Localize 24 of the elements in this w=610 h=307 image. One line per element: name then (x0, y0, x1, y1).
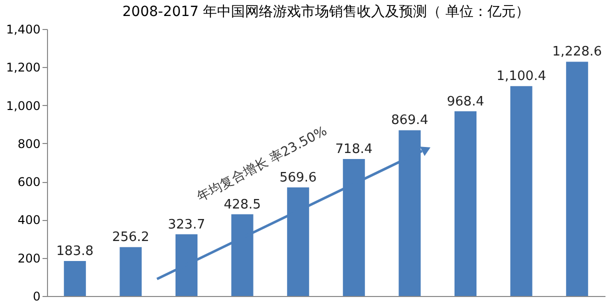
data-label: 256.2 (112, 230, 150, 246)
bar (510, 86, 532, 296)
data-label: 1,100.4 (496, 69, 546, 84)
y-tick-label: 0 (32, 290, 40, 304)
bar (454, 111, 476, 296)
y-tick-label: 400 (18, 213, 40, 228)
y-tick-label: 600 (18, 175, 40, 190)
data-label: 869.4 (391, 113, 428, 128)
data-label: 183.8 (56, 244, 94, 259)
y-tick-label: 800 (18, 136, 40, 151)
bar (120, 247, 142, 296)
data-label: 1,228.6 (552, 44, 602, 60)
y-tick-label: 1,200 (6, 60, 40, 75)
y-tick-label: 200 (18, 251, 40, 266)
bar (566, 62, 588, 296)
y-tick-label: 1,000 (6, 98, 40, 113)
chart-title: 2008-2017 年中国网络游戏市场销售收入及预测（ 单位：亿元） (122, 4, 530, 20)
y-tick-label: 1,400 (6, 22, 40, 36)
bar (64, 260, 86, 296)
data-label: 323.7 (168, 217, 206, 232)
data-label: 718.4 (335, 142, 373, 157)
data-label: 569.6 (279, 170, 317, 186)
data-label: 968.4 (446, 94, 484, 110)
data-label: 428.5 (224, 197, 261, 212)
